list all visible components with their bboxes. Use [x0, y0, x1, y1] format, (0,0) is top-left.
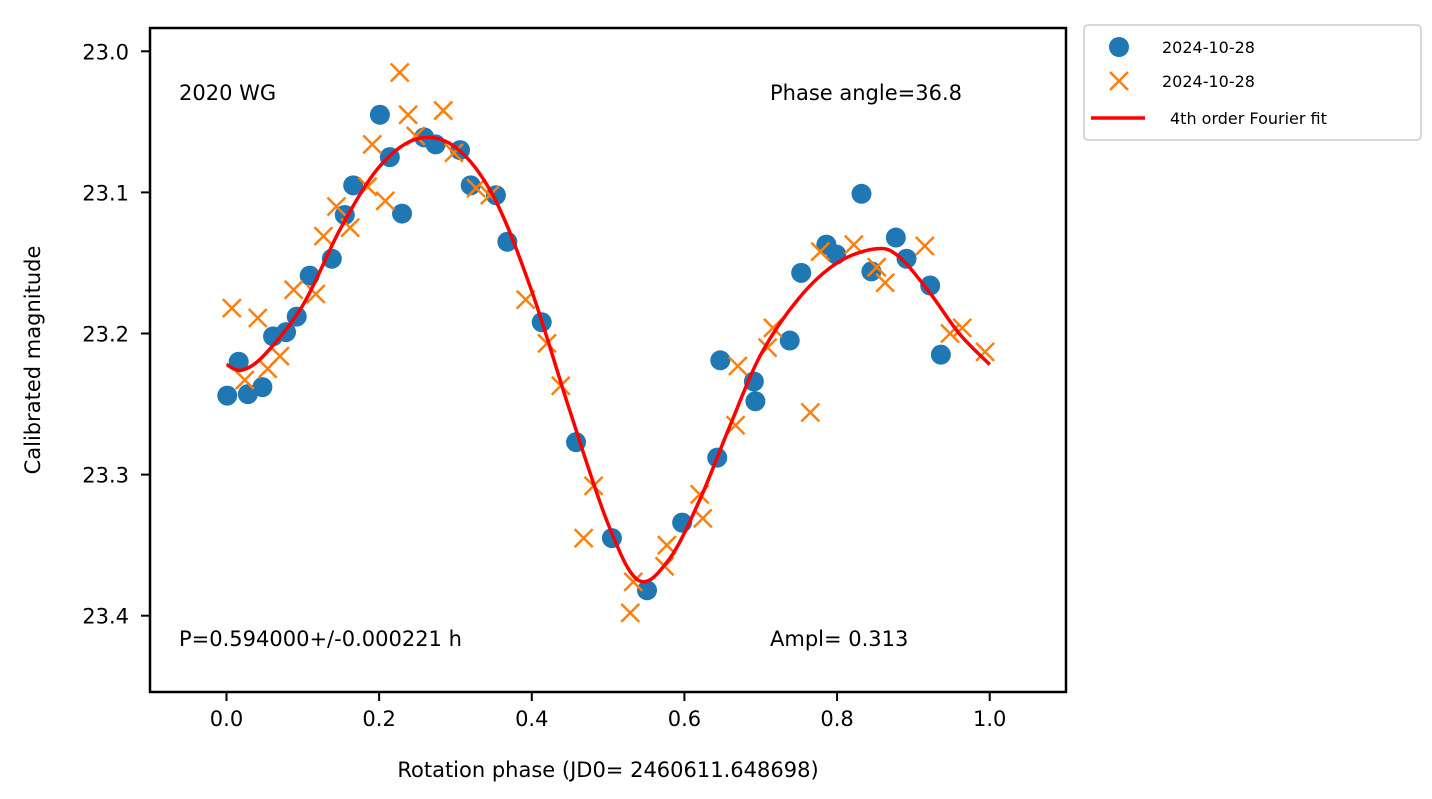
fourier-fit-line: [225, 135, 991, 584]
data-point-x: [326, 196, 347, 217]
annotation-object-name: 2020 WG: [179, 81, 276, 105]
data-point-circle: [745, 391, 766, 412]
data-point-x: [623, 571, 644, 592]
data-point-x: [375, 190, 396, 211]
y-tick-label: 23.1: [82, 181, 129, 205]
data-point-x: [727, 356, 748, 376]
data-point-x: [466, 178, 486, 199]
data-point-x: [247, 308, 268, 328]
legend: 2024-10-28 2024-10-28 4th order Fourier …: [1083, 24, 1422, 141]
data-point-x: [313, 226, 334, 247]
data-point-circle: [791, 262, 812, 283]
legend-marker-circle: [1109, 37, 1129, 57]
axes-frame: [148, 26, 1068, 694]
data-point-x: [433, 100, 454, 121]
x-tick-label: 1.0: [973, 707, 1006, 731]
data-point-x: [620, 602, 641, 623]
data-point-circle: [930, 344, 951, 365]
data-point-x: [914, 236, 935, 256]
annotation-phase-angle: Phase angle=36.8: [770, 81, 962, 105]
data-point-circle: [896, 248, 917, 269]
x-tick-label: 0.8: [820, 707, 853, 731]
data-point-x: [444, 143, 464, 163]
data-point-x: [810, 241, 831, 262]
legend-frame: [1083, 24, 1422, 141]
data-point-circle: [637, 580, 658, 601]
data-point-x: [270, 346, 290, 366]
data-point-x: [283, 279, 304, 300]
x-tick-label: 0.6: [668, 707, 701, 731]
x-tick-label: 0.2: [362, 707, 395, 731]
x-axis-label: Rotation phase (JD0= 2460611.648698): [397, 758, 818, 782]
data-point-x: [800, 402, 821, 423]
data-point-x: [875, 272, 896, 293]
data-point-circle: [217, 385, 238, 406]
data-point-x: [221, 298, 242, 318]
plot-area: [217, 62, 996, 623]
data-point-x: [692, 508, 713, 529]
legend-label-circle-series: 2024-10-28: [1162, 38, 1255, 57]
annotation-period: P=0.594000+/-0.000221 h: [179, 627, 462, 651]
data-point-x: [389, 62, 410, 83]
data-point-circle: [885, 227, 906, 248]
data-point-x: [305, 284, 326, 304]
data-point-x: [398, 104, 419, 125]
data-point-circle: [343, 175, 364, 196]
data-point-circle: [710, 350, 731, 371]
y-tick-label: 23.3: [82, 464, 129, 488]
data-point-x: [362, 134, 383, 155]
y-tick-label: 23.0: [82, 40, 129, 64]
data-point-circle: [228, 351, 249, 372]
data-point-x: [573, 528, 594, 548]
x-tick-label: 0.4: [515, 707, 548, 731]
data-point-circle: [920, 275, 941, 296]
data-point-circle: [460, 175, 481, 196]
y-tick-label: 23.2: [82, 323, 129, 347]
legend-label-x-series: 2024-10-28: [1162, 72, 1255, 91]
data-point-circle: [369, 104, 390, 125]
data-point-circle: [851, 183, 872, 204]
annotation-amplitude: Ampl= 0.313: [770, 627, 908, 651]
y-axis: 23.0 23.1 23.2 23.3 23.4: [82, 40, 150, 629]
data-point-x: [866, 257, 887, 278]
data-point-x: [975, 341, 996, 362]
y-axis-label: Calibrated magnitude: [21, 246, 45, 475]
data-point-x: [234, 370, 255, 390]
legend-label-fit: 4th order Fourier fit: [1170, 109, 1327, 128]
data-point-circle: [392, 203, 413, 224]
legend-marker-x: [1109, 71, 1129, 91]
data-point-circle: [252, 377, 273, 398]
data-point-x: [952, 317, 973, 338]
x-tick-label: 0.0: [210, 707, 243, 731]
data-point-circle: [779, 330, 800, 351]
y-tick-label: 23.4: [82, 605, 129, 629]
x-axis: 0.0 0.2 0.4 0.6 0.8 1.0: [210, 692, 1006, 731]
